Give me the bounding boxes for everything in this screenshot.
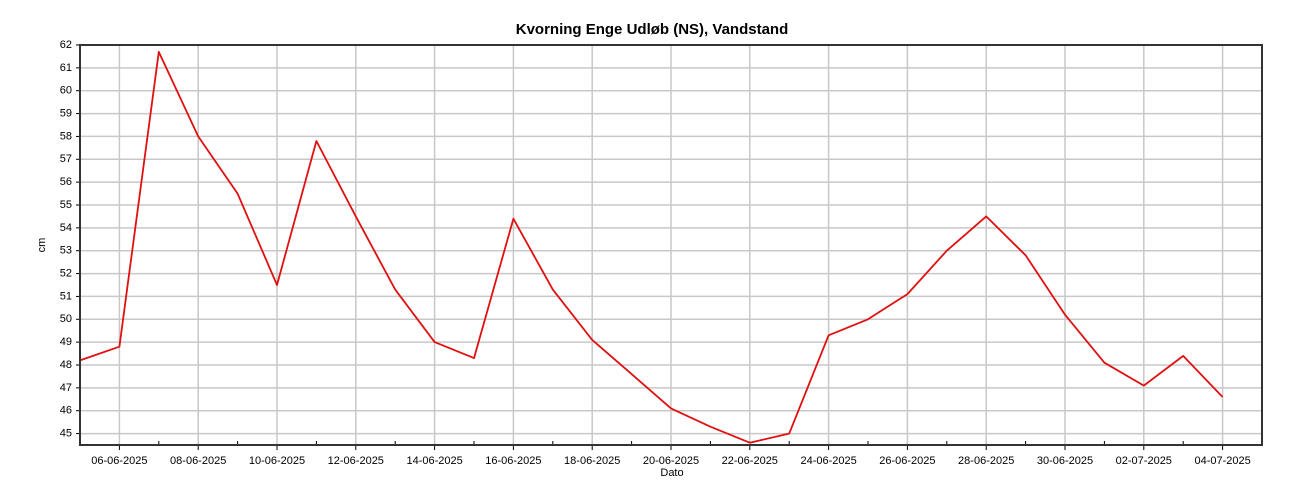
x-tick-label: 08-06-2025 — [170, 455, 226, 467]
x-tick-label: 28-06-2025 — [958, 455, 1014, 467]
chart-title: Kvorning Enge Udløb (NS), Vandstand — [516, 21, 789, 38]
y-tick-label: 49 — [60, 336, 72, 348]
y-tick-label: 51 — [60, 290, 72, 302]
x-tick-label: 22-06-2025 — [722, 455, 778, 467]
y-tick-label: 58 — [60, 130, 72, 142]
y-tick-label: 45 — [60, 427, 72, 439]
x-tick-label: 02-07-2025 — [1116, 455, 1172, 467]
y-tick-label: 62 — [60, 39, 72, 51]
data-line — [79, 51, 1224, 444]
y-tick-label: 60 — [60, 85, 72, 97]
y-tick-label: 48 — [60, 359, 72, 371]
x-tick-label: 14-06-2025 — [406, 455, 462, 467]
y-tick-label: 61 — [60, 62, 72, 74]
y-tick-label: 59 — [60, 107, 72, 119]
y-tick-label: 56 — [60, 176, 72, 188]
y-tick-label: 50 — [60, 313, 72, 325]
x-tick-label: 04-07-2025 — [1194, 455, 1250, 467]
x-tick-label: 30-06-2025 — [1037, 455, 1093, 467]
x-tick-label: 18-06-2025 — [564, 455, 620, 467]
y-tick-label: 54 — [60, 222, 72, 234]
x-tick-label: 12-06-2025 — [328, 455, 384, 467]
y-tick-label: 53 — [60, 245, 72, 257]
y-axis-label: cm — [36, 238, 48, 253]
y-tick-label: 57 — [60, 153, 72, 165]
plot-border — [79, 44, 1263, 446]
x-tick-label: 26-06-2025 — [879, 455, 935, 467]
x-axis-label: Dato — [660, 467, 683, 479]
y-tick-label: 46 — [60, 405, 72, 417]
y-tick-label: 47 — [60, 382, 72, 394]
x-tick-label: 20-06-2025 — [643, 455, 699, 467]
y-tick-label: 52 — [60, 267, 72, 279]
y-tick-label: 55 — [60, 199, 72, 211]
x-tick-label: 16-06-2025 — [485, 455, 541, 467]
x-tick-label: 10-06-2025 — [249, 455, 305, 467]
x-tick-label: 24-06-2025 — [800, 455, 856, 467]
x-tick-label: 06-06-2025 — [91, 455, 147, 467]
